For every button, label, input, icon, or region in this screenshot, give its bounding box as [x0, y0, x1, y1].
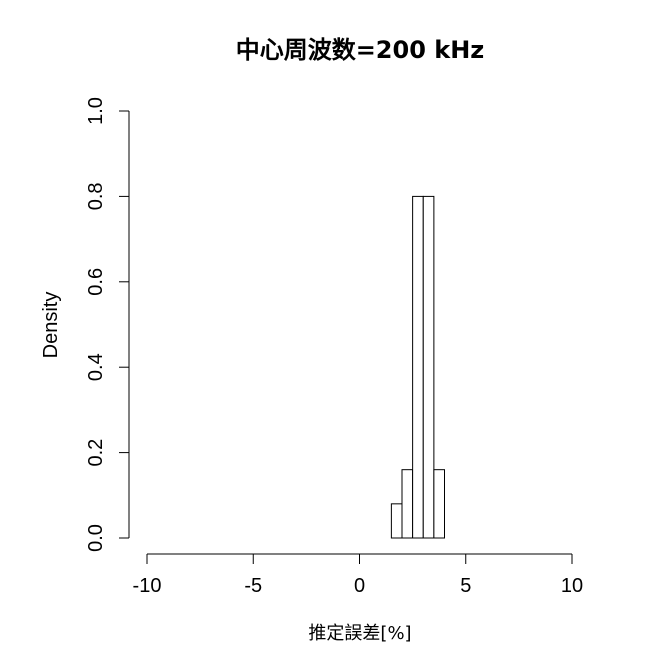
histogram-bars [390, 195, 445, 539]
x-axis-title: 推定誤差[%] [308, 623, 411, 644]
x-tick-label: 10 [561, 575, 583, 597]
histogram-bar [412, 195, 424, 539]
histogram-bar [422, 195, 435, 539]
y-tick-label: 0.4 [85, 353, 107, 381]
y-tick-label: 0.0 [85, 524, 107, 552]
y-tick-label: 1.0 [85, 97, 107, 125]
x-tick-label: 5 [460, 575, 471, 597]
chart-title: 中心周波数=200 kHz [236, 36, 485, 64]
x-axis: -10 -5 0 5 10 [133, 553, 583, 597]
x-tick-label: -5 [244, 575, 262, 597]
y-axis: 0.0 0.2 0.4 0.6 0.8 1.0 [85, 97, 130, 552]
x-tick-label: 0 [354, 575, 365, 597]
y-axis-title: Density [40, 292, 62, 359]
histogram-bar [433, 469, 445, 539]
x-tick-label: -10 [133, 575, 162, 597]
histogram-bar [401, 469, 414, 539]
y-tick-label: 0.8 [85, 182, 107, 210]
histogram-bar [390, 503, 403, 539]
y-tick-label: 0.2 [85, 439, 107, 467]
y-tick-label: 0.6 [85, 268, 107, 296]
